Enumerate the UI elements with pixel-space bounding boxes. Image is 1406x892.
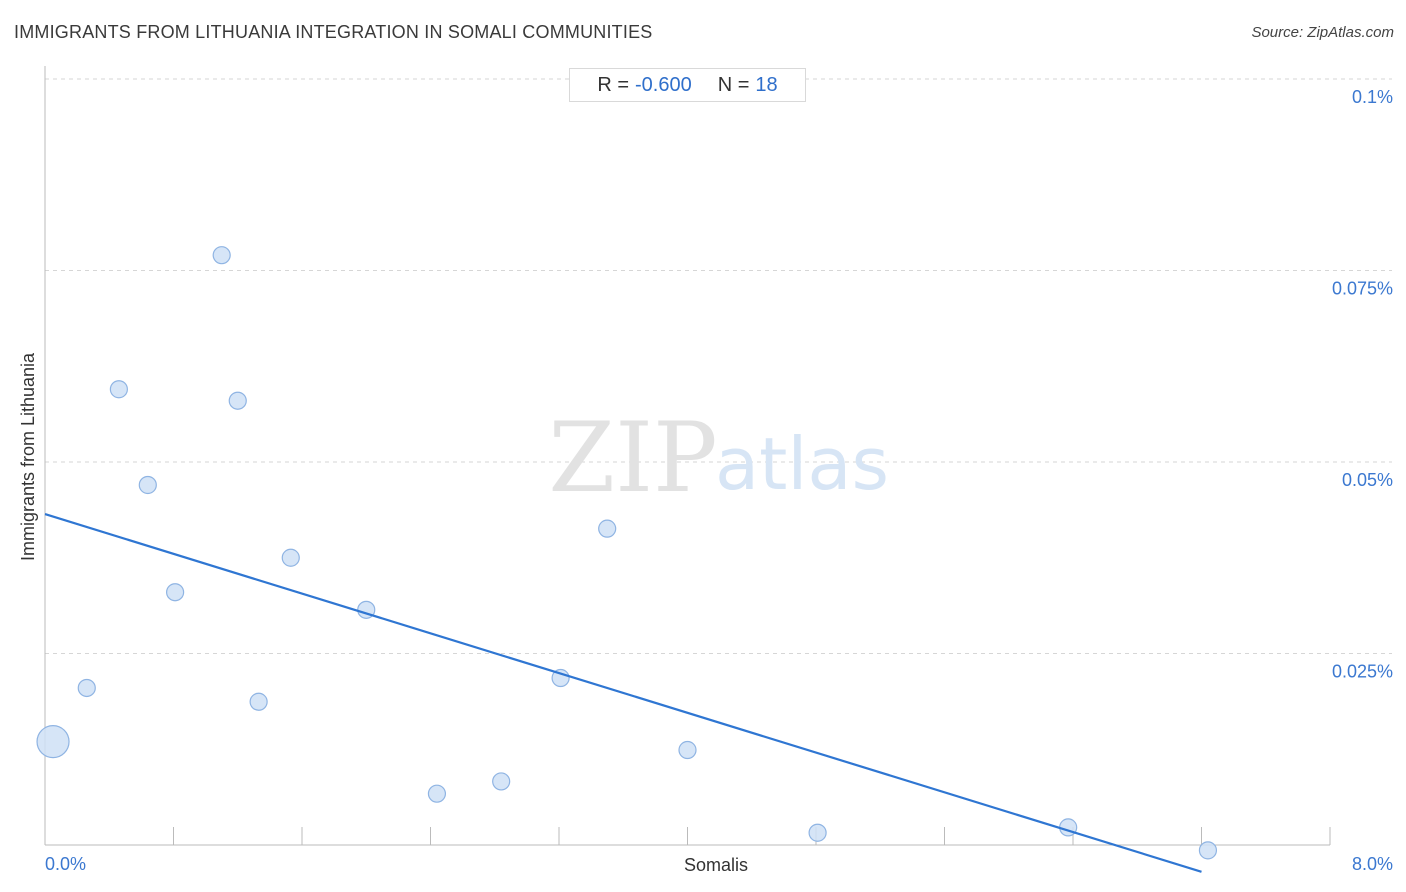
data-point (77, 678, 96, 698)
watermark-zip: ZIP (548, 402, 717, 514)
data-point (228, 391, 247, 410)
trendline-group (44, 513, 1202, 873)
chart-title: IMMIGRANTS FROM LITHUANIA INTEGRATION IN… (14, 22, 653, 42)
data-point (212, 246, 231, 265)
n-value: 18 (755, 73, 778, 96)
r-label: R = (597, 73, 630, 96)
watermark: ZIP atlas (548, 402, 889, 514)
data-point (1198, 841, 1218, 860)
watermark-atlas: atlas (715, 422, 889, 506)
y-tick-label: 0.075% (1332, 279, 1393, 299)
y-tick-label: 0.1% (1352, 87, 1393, 107)
x-tick-label: 0.0% (45, 854, 86, 874)
tick-labels: 0.025% 0.05% 0.075% 0.1% 0.0% 8.0% (45, 87, 1393, 874)
data-point (109, 380, 128, 399)
n-label: N = (717, 73, 750, 96)
data-point (492, 772, 511, 791)
data-point (36, 724, 70, 759)
x-tick-label: 8.0% (1352, 854, 1393, 874)
trendline (44, 513, 1202, 873)
y-tick-label: 0.05% (1342, 470, 1393, 490)
data-point (166, 583, 185, 602)
gridlines (45, 78, 1392, 654)
data-point (249, 692, 268, 711)
r-value: -0.600 (635, 73, 692, 96)
x-axis-label: Somalis (684, 855, 748, 875)
source-credit: Source: ZipAtlas.com (1251, 24, 1394, 41)
data-points (36, 246, 1218, 860)
data-point (808, 823, 827, 842)
correlation-stats: R = -0.600 N = 18 (569, 68, 806, 102)
data-point (138, 475, 157, 495)
data-point (678, 740, 697, 760)
data-point (281, 548, 300, 567)
y-tick-label: 0.025% (1332, 662, 1393, 682)
data-point (427, 784, 447, 803)
y-axis-label: Immigrants from Lithuania (18, 352, 38, 561)
data-point (598, 519, 617, 538)
